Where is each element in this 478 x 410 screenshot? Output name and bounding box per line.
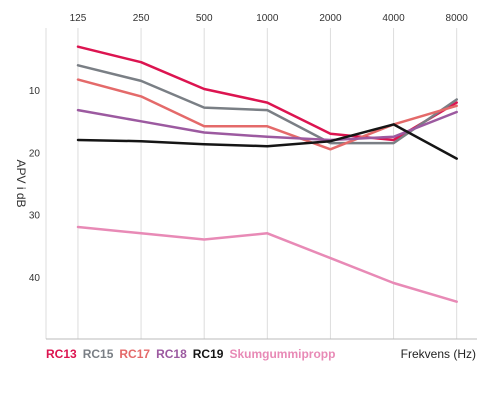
y-tick-label: 20: [29, 148, 41, 159]
x-tick-label: 500: [196, 13, 213, 24]
legend-item-skumgummipropp: Skumgummipropp: [229, 347, 336, 361]
legend-item-rc17: RC17: [119, 347, 151, 361]
x-axis-title: Frekvens (Hz): [400, 347, 476, 361]
x-tick-label: 8000: [446, 13, 469, 24]
series-line-rc15: [76, 64, 458, 145]
y-tick-label: 30: [29, 211, 41, 222]
series-line-rc18: [76, 108, 458, 142]
legend-item-rc19: RC19: [192, 347, 224, 361]
x-tick-label: 2000: [319, 13, 342, 24]
x-tick-label: 1000: [256, 13, 279, 24]
series-line-skumgummipropp: [76, 225, 458, 303]
legend-item-rc15: RC15: [82, 347, 114, 361]
legend-item-rc18: RC18: [156, 347, 187, 361]
legend-item-rc13: RC13: [46, 347, 77, 361]
x-tick-label: 250: [133, 13, 150, 24]
y-tick-label: 40: [29, 273, 41, 284]
x-tick-label: 125: [70, 13, 87, 24]
series-line-rc13: [76, 45, 458, 142]
legend: RC13 RC15 RC17 RC18 RC19 Skumgummipropp: [46, 347, 341, 361]
x-tick-label: 4000: [382, 13, 405, 24]
series-line-rc19: [76, 123, 458, 160]
y-tick-label: 10: [29, 86, 41, 97]
y-axis-title: APV i dB: [14, 159, 28, 207]
